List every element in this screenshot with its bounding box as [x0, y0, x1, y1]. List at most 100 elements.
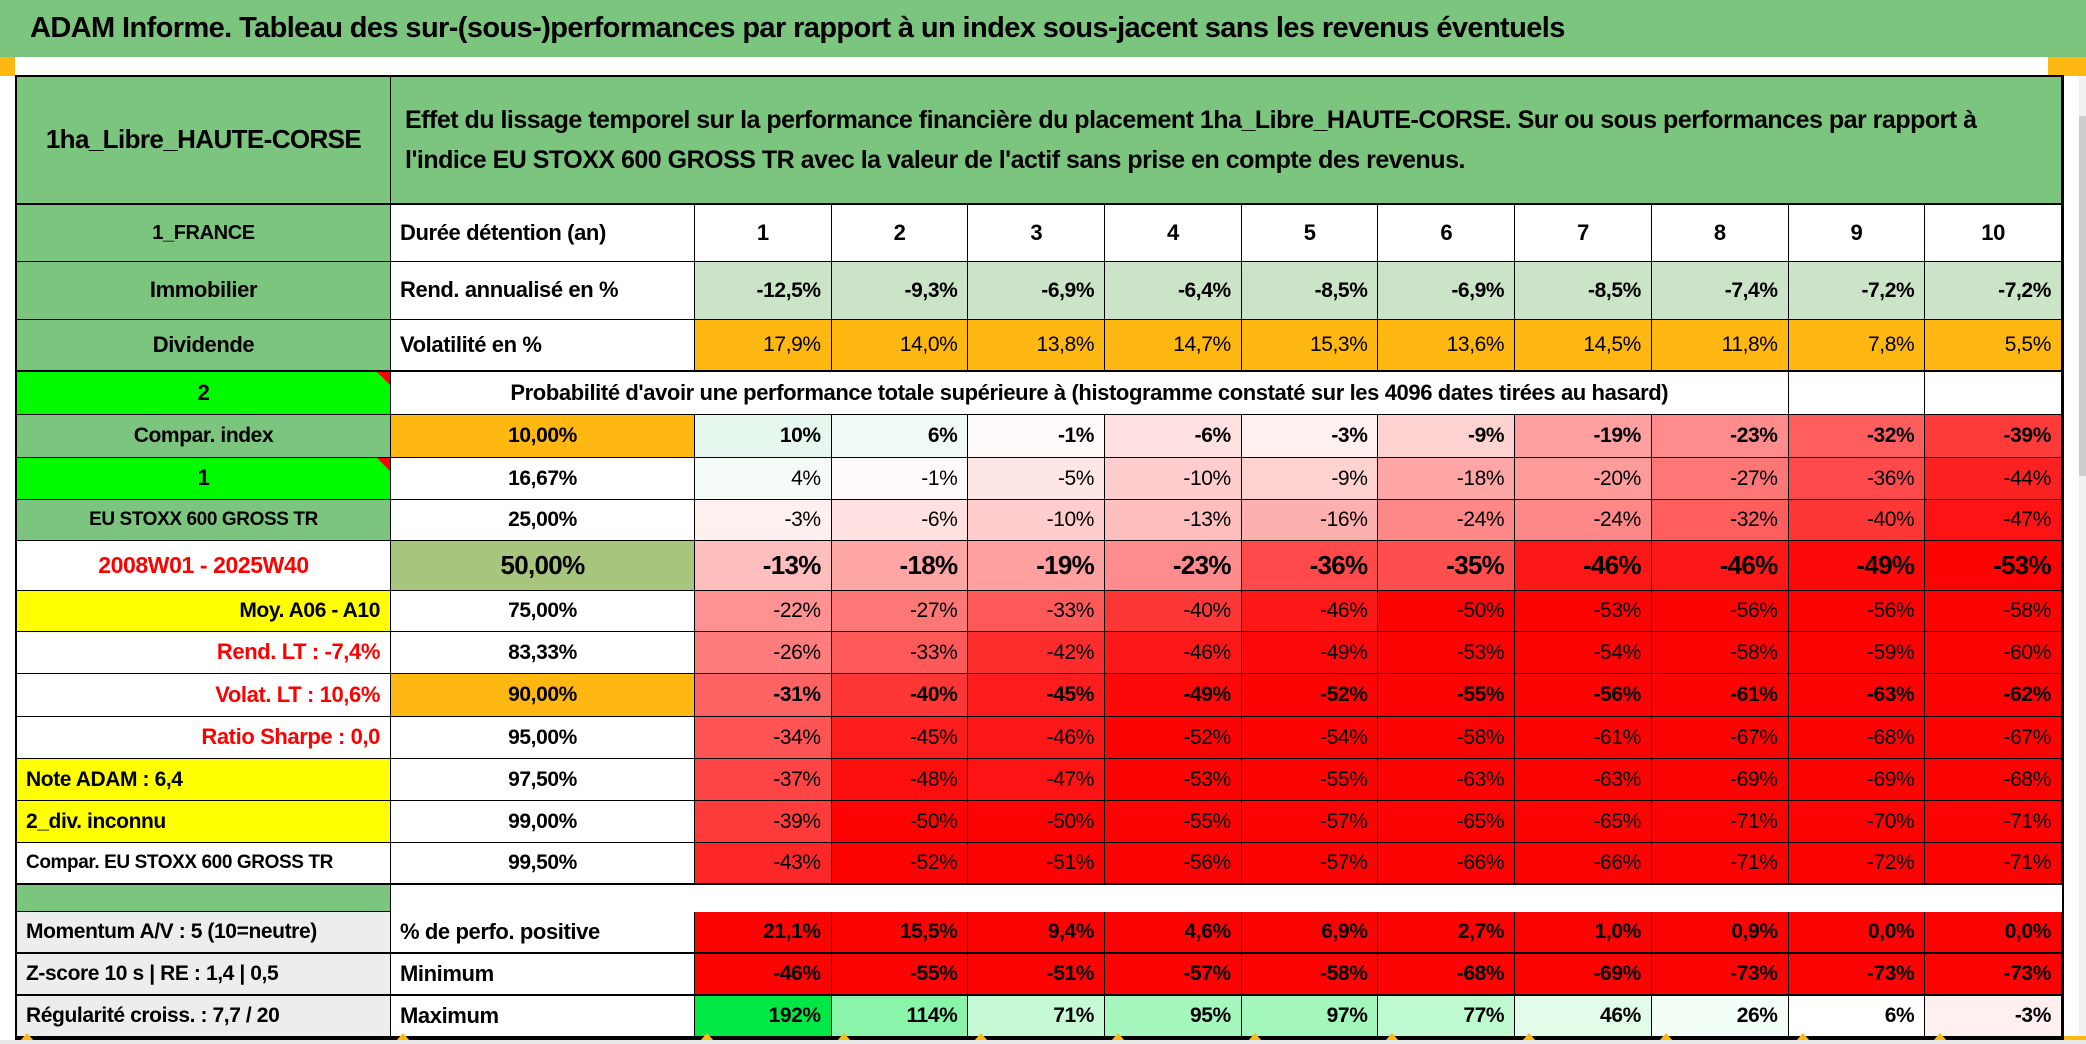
- value-cell[interactable]: -68%: [1925, 759, 2062, 801]
- value-cell[interactable]: -16%: [1241, 500, 1379, 541]
- value-cell[interactable]: -73%: [1788, 954, 1926, 996]
- value-cell[interactable]: -24%: [1515, 500, 1652, 541]
- value-cell[interactable]: -46%: [1515, 541, 1652, 591]
- value-cell[interactable]: -63%: [1788, 674, 1926, 717]
- threshold-cell[interactable]: 75,00%: [391, 591, 695, 632]
- value-cell[interactable]: -49%: [1788, 541, 1926, 591]
- duration-header-cell[interactable]: 1: [695, 205, 832, 262]
- value-cell[interactable]: -8,5%: [1515, 262, 1652, 320]
- value-cell[interactable]: -12,5%: [695, 262, 832, 320]
- metric-label-cell[interactable]: Minimum: [391, 954, 695, 996]
- value-cell[interactable]: -24%: [1378, 500, 1516, 541]
- value-cell[interactable]: -27%: [1651, 458, 1789, 500]
- value-cell[interactable]: -23%: [1105, 541, 1242, 591]
- spacer-cell[interactable]: [17, 885, 391, 912]
- value-cell[interactable]: -22%: [695, 591, 832, 632]
- value-cell[interactable]: 6%: [1788, 996, 1926, 1038]
- value-cell[interactable]: 13,6%: [1378, 320, 1516, 372]
- row-label-cell[interactable]: Momentum A/V : 5 (10=neutre): [17, 912, 391, 954]
- threshold-cell[interactable]: 99,50%: [391, 843, 695, 885]
- value-cell[interactable]: 5,5%: [1925, 320, 2062, 372]
- probability-banner-cell[interactable]: Probabilité d'avoir une performance tota…: [391, 372, 1789, 415]
- value-cell[interactable]: -51%: [968, 843, 1106, 885]
- value-cell[interactable]: 7,8%: [1788, 320, 1926, 372]
- value-cell[interactable]: -39%: [1925, 415, 2062, 458]
- row-label-cell[interactable]: Régularité croiss. : 7,7 / 20: [17, 996, 391, 1038]
- value-cell[interactable]: -49%: [1105, 674, 1242, 717]
- threshold-cell[interactable]: 90,00%: [391, 674, 695, 717]
- value-cell[interactable]: -7,2%: [1925, 262, 2062, 320]
- empty-cell[interactable]: [1925, 372, 2062, 415]
- value-cell[interactable]: 192%: [695, 996, 832, 1038]
- row-label-cell[interactable]: Note ADAM : 6,4: [17, 759, 391, 801]
- value-cell[interactable]: -50%: [1378, 591, 1516, 632]
- value-cell[interactable]: -9%: [1378, 415, 1516, 458]
- value-cell[interactable]: -58%: [1651, 632, 1789, 674]
- empty-cell[interactable]: [1788, 372, 1926, 415]
- threshold-cell[interactable]: 25,00%: [391, 500, 695, 541]
- value-cell[interactable]: -13%: [695, 541, 832, 591]
- value-cell[interactable]: 26%: [1651, 996, 1789, 1038]
- value-cell[interactable]: 97%: [1241, 996, 1379, 1038]
- value-cell[interactable]: -32%: [1788, 415, 1926, 458]
- value-cell[interactable]: -20%: [1515, 458, 1652, 500]
- value-cell[interactable]: -46%: [695, 954, 832, 996]
- value-cell[interactable]: -56%: [1788, 591, 1926, 632]
- value-cell[interactable]: -69%: [1788, 759, 1926, 801]
- metric-label-cell[interactable]: Durée détention (an): [391, 205, 695, 262]
- metric-label-cell[interactable]: Rend. annualisé en %: [391, 262, 695, 320]
- description-cell[interactable]: Effet du lissage temporel sur la perform…: [391, 77, 2062, 205]
- value-cell[interactable]: -18%: [1378, 458, 1516, 500]
- row-label-cell[interactable]: 1: [17, 458, 391, 500]
- value-cell[interactable]: -47%: [968, 759, 1106, 801]
- threshold-cell[interactable]: 50,00%: [391, 541, 695, 591]
- row-label-cell[interactable]: Volat. LT : 10,6%: [17, 674, 391, 717]
- duration-header-cell[interactable]: 4: [1105, 205, 1242, 262]
- value-cell[interactable]: -66%: [1515, 843, 1652, 885]
- value-cell[interactable]: -59%: [1788, 632, 1926, 674]
- row-label-cell[interactable]: Moy. A06 - A10: [17, 591, 391, 632]
- value-cell[interactable]: -7,2%: [1788, 262, 1926, 320]
- value-cell[interactable]: -19%: [1515, 415, 1652, 458]
- value-cell[interactable]: -26%: [695, 632, 832, 674]
- value-cell[interactable]: -65%: [1378, 801, 1516, 843]
- value-cell[interactable]: -47%: [1925, 500, 2062, 541]
- duration-header-cell[interactable]: 10: [1925, 205, 2062, 262]
- value-cell[interactable]: -31%: [695, 674, 832, 717]
- value-cell[interactable]: 17,9%: [695, 320, 832, 372]
- threshold-cell[interactable]: 16,67%: [391, 458, 695, 500]
- value-cell[interactable]: -43%: [695, 843, 832, 885]
- value-cell[interactable]: -5%: [968, 458, 1106, 500]
- value-cell[interactable]: 6%: [831, 415, 969, 458]
- row-label-cell[interactable]: Z-score 10 s | RE : 1,4 | 0,5: [17, 954, 391, 996]
- value-cell[interactable]: -18%: [831, 541, 969, 591]
- value-cell[interactable]: 4,6%: [1105, 912, 1242, 954]
- value-cell[interactable]: 114%: [831, 996, 969, 1038]
- value-cell[interactable]: -58%: [1925, 591, 2062, 632]
- row-label-cell[interactable]: Dividende: [17, 320, 391, 372]
- value-cell[interactable]: 10%: [695, 415, 832, 458]
- row-label-cell[interactable]: 2_div. inconnu: [17, 801, 391, 843]
- value-cell[interactable]: -73%: [1651, 954, 1789, 996]
- value-cell[interactable]: -40%: [1788, 500, 1926, 541]
- value-cell[interactable]: -52%: [1105, 717, 1242, 759]
- duration-header-cell[interactable]: 8: [1651, 205, 1789, 262]
- value-cell[interactable]: 0,9%: [1651, 912, 1789, 954]
- row-label-cell[interactable]: Immobilier: [17, 262, 391, 320]
- value-cell[interactable]: -69%: [1651, 759, 1789, 801]
- value-cell[interactable]: -7,4%: [1651, 262, 1789, 320]
- value-cell[interactable]: -1%: [831, 458, 969, 500]
- value-cell[interactable]: 0,0%: [1925, 912, 2062, 954]
- value-cell[interactable]: -6%: [831, 500, 969, 541]
- value-cell[interactable]: -32%: [1651, 500, 1789, 541]
- value-cell[interactable]: -44%: [1925, 458, 2062, 500]
- threshold-cell[interactable]: 83,33%: [391, 632, 695, 674]
- value-cell[interactable]: -6%: [1105, 415, 1242, 458]
- value-cell[interactable]: -53%: [1515, 591, 1652, 632]
- value-cell[interactable]: -48%: [831, 759, 969, 801]
- value-cell[interactable]: -8,5%: [1241, 262, 1379, 320]
- value-cell[interactable]: -6,9%: [1378, 262, 1516, 320]
- value-cell[interactable]: -73%: [1925, 954, 2062, 996]
- row-label-cell[interactable]: Compar. index: [17, 415, 391, 458]
- value-cell[interactable]: -55%: [1378, 674, 1516, 717]
